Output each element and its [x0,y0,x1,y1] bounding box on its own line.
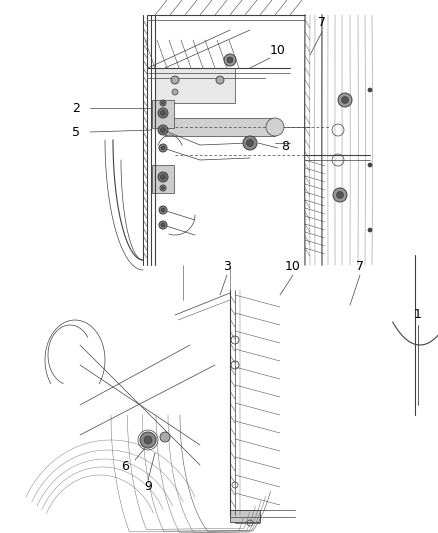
Circle shape [162,101,165,104]
Circle shape [159,221,167,229]
Text: 5: 5 [72,125,80,139]
Circle shape [160,174,166,180]
Text: 10: 10 [285,261,301,273]
Text: 3: 3 [223,261,231,273]
Text: 10: 10 [270,44,286,56]
Circle shape [158,108,168,118]
Circle shape [160,100,166,106]
Circle shape [336,191,343,198]
Circle shape [144,436,152,444]
Circle shape [140,432,156,448]
Text: 9: 9 [144,481,152,494]
Text: 1: 1 [414,309,422,321]
Circle shape [160,185,166,191]
Circle shape [161,208,165,212]
Circle shape [227,57,233,63]
Circle shape [160,110,166,116]
Circle shape [333,188,347,202]
Circle shape [160,127,166,133]
Text: 6: 6 [121,461,129,473]
Circle shape [224,54,236,66]
Bar [152,100,174,128]
Text: 2: 2 [72,101,80,115]
Circle shape [160,432,170,442]
Circle shape [247,140,254,147]
Circle shape [161,223,165,227]
Circle shape [171,76,179,84]
Circle shape [342,96,349,103]
Circle shape [162,187,165,190]
Circle shape [338,93,352,107]
Circle shape [368,163,372,167]
Bar [165,118,275,136]
Circle shape [161,146,165,150]
Circle shape [159,206,167,214]
Bar [230,510,260,522]
Circle shape [266,118,284,136]
Text: 7: 7 [318,15,326,28]
Circle shape [158,125,168,135]
Circle shape [172,89,178,95]
Circle shape [243,136,257,150]
Circle shape [368,88,372,92]
Bar [152,165,174,193]
Text: 7: 7 [356,261,364,273]
Circle shape [216,76,224,84]
Text: 8: 8 [281,140,289,152]
Bar [155,68,235,103]
Circle shape [159,144,167,152]
Circle shape [158,172,168,182]
Circle shape [368,228,372,232]
